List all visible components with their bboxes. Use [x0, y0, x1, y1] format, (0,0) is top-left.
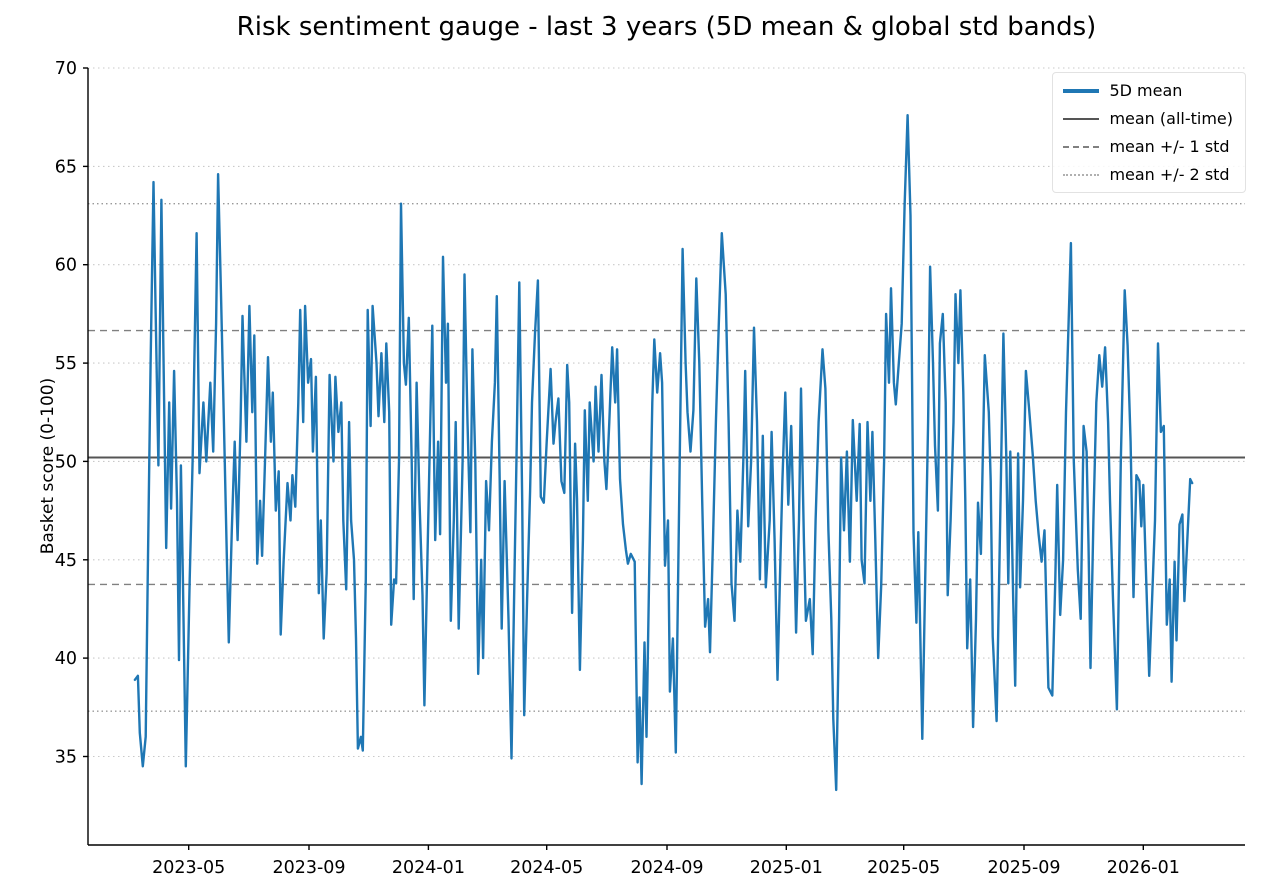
y-tick-label: 50	[55, 452, 77, 472]
legend-label: mean (all-time)	[1109, 109, 1233, 128]
series-line-5d-mean	[133, 113, 1194, 792]
y-tick-label: 60	[55, 256, 77, 276]
legend-entry: 5D mean	[1063, 81, 1233, 100]
y-axis-ticks: 35 40 45 50 55 60 65 70	[55, 59, 88, 768]
legend-line-sample	[1063, 145, 1100, 148]
x-tick-label: 2026-01	[1107, 858, 1180, 878]
x-axis-ticks: 2023-05 2023-09 2024-01 2024-05 2024-09 2025-…	[152, 845, 1180, 878]
x-tick-label: 2025-09	[987, 858, 1060, 878]
legend-line-sample	[1063, 88, 1100, 93]
legend-label: 5D mean	[1109, 81, 1183, 100]
x-tick-label: 2024-05	[510, 858, 583, 878]
legend-label: mean +/- 2 std	[1109, 165, 1230, 184]
y-tick-label: 70	[55, 59, 77, 79]
x-tick-label: 2023-09	[272, 858, 345, 878]
legend-label: mean +/- 1 std	[1109, 137, 1230, 156]
y-tick-label: 65	[55, 157, 77, 177]
legend-line-sample	[1063, 117, 1100, 120]
legend-entry: mean (all-time)	[1063, 109, 1233, 128]
y-tick-label: 55	[55, 354, 77, 374]
chart-legend: 5D mean mean (all-time) mean +/- 1 std mean…	[1052, 72, 1246, 193]
legend-entry: mean +/- 2 std	[1063, 165, 1233, 184]
y-tick-label: 40	[55, 649, 77, 669]
y-tick-label: 45	[55, 551, 77, 571]
x-tick-label: 2024-01	[392, 858, 465, 878]
x-tick-label: 2024-09	[630, 858, 703, 878]
y-tick-label: 35	[55, 748, 77, 768]
chart-title: Risk sentiment gauge - last 3 years (5D …	[236, 12, 1097, 42]
x-tick-label: 2023-05	[152, 858, 225, 878]
x-tick-label: 2025-05	[867, 858, 940, 878]
legend-entry: mean +/- 1 std	[1063, 137, 1233, 156]
legend-line-sample	[1063, 173, 1100, 176]
x-tick-label: 2025-01	[750, 858, 823, 878]
